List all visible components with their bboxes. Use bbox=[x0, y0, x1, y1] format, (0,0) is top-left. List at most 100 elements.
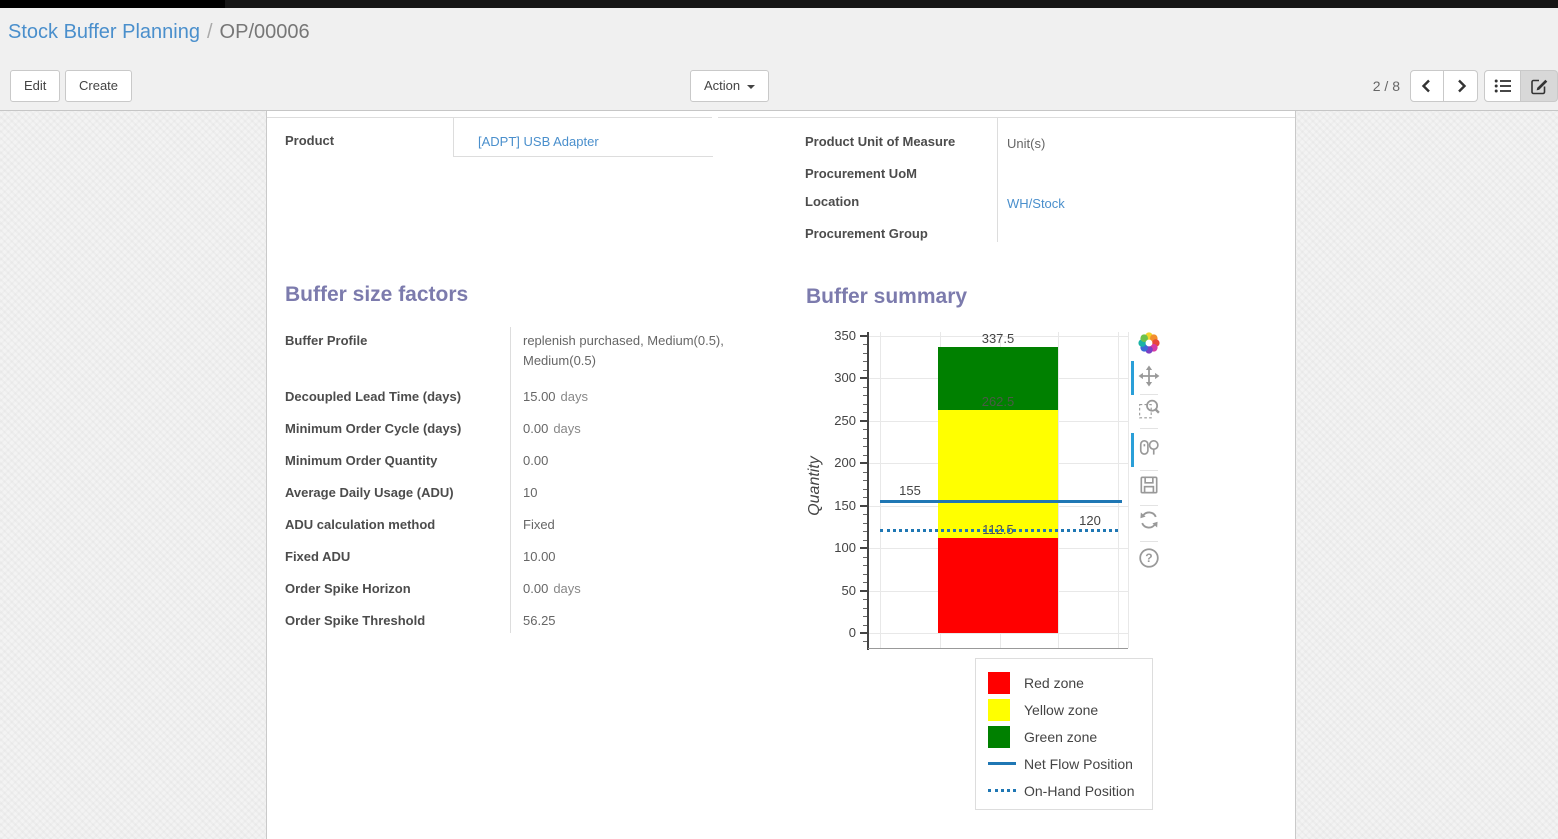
pan-button[interactable] bbox=[1138, 365, 1164, 391]
save-snapshot-icon bbox=[1140, 476, 1158, 494]
y-axis-minor-tick bbox=[863, 369, 868, 371]
legend-swatch-dotted-line bbox=[988, 789, 1016, 792]
on-hand-position-label: 120 bbox=[1079, 513, 1101, 529]
y-axis-minor-tick bbox=[863, 352, 868, 354]
y-axis-minor-tick bbox=[863, 412, 868, 414]
field-label-product: Product bbox=[285, 133, 335, 148]
y-axis-minor-tick bbox=[863, 582, 868, 584]
bar-green-zone bbox=[938, 346, 1058, 411]
gridline-vertical bbox=[1118, 332, 1119, 648]
chart-legend: Red zone Yellow zone Green zone Net Flow Po… bbox=[975, 658, 1153, 810]
top-bar bbox=[0, 0, 1558, 8]
chevron-left-icon bbox=[1421, 79, 1430, 93]
legend-swatch-on-hand-position bbox=[988, 780, 1016, 802]
y-axis-minor-tick bbox=[863, 522, 868, 524]
buffer-summary-heading: Buffer summary bbox=[806, 285, 968, 308]
list-view-button[interactable] bbox=[1484, 70, 1521, 102]
compare-on-hover-icon bbox=[1139, 440, 1159, 455]
help-button[interactable]: ? bbox=[1138, 547, 1164, 573]
field-row-minimum-order-cycle-days: Minimum Order Cycle (days) 0.00 days bbox=[285, 413, 785, 445]
legend-item-yellow-zone[interactable]: Yellow zone bbox=[976, 696, 1152, 723]
buffer-size-factors-heading: Buffer size factors bbox=[285, 283, 469, 306]
legend-swatch-square bbox=[988, 725, 1010, 748]
field-label-order-spike-horizon: Order Spike Horizon bbox=[285, 581, 411, 596]
x-axis-line bbox=[868, 648, 1128, 649]
y-axis-minor-tick bbox=[863, 403, 868, 405]
column-separator bbox=[510, 327, 511, 633]
legend-item-net-flow-position[interactable]: Net Flow Position bbox=[976, 750, 1152, 777]
pager-next-button[interactable] bbox=[1444, 70, 1478, 102]
view-switcher bbox=[1484, 70, 1558, 102]
y-axis-minor-tick bbox=[863, 361, 868, 363]
y-axis-tick-label: 0 bbox=[848, 625, 856, 640]
field-label-location: Location bbox=[805, 194, 860, 209]
pager-buttons bbox=[1410, 70, 1478, 102]
column-separator bbox=[997, 117, 998, 242]
reset-axes-icon bbox=[1140, 511, 1158, 529]
pager-previous-button[interactable] bbox=[1410, 70, 1444, 102]
net-flow-position-label: 155 bbox=[899, 483, 921, 499]
form-view-button[interactable] bbox=[1521, 70, 1558, 102]
y-axis-minor-tick bbox=[863, 514, 868, 516]
form-view-icon bbox=[1531, 79, 1548, 95]
pager-value: 2 / 8 bbox=[1372, 78, 1400, 94]
field-value-product-unit-of-measure: Unit(s) bbox=[1007, 136, 1046, 151]
plotly-logo-icon bbox=[1138, 332, 1160, 354]
field-suffix-minimum-order-cycle-days: days bbox=[553, 421, 581, 436]
column-separator bbox=[453, 117, 454, 157]
field-value-adu-calculation-method[interactable]: Fixed bbox=[523, 517, 555, 532]
field-value-location[interactable]: WH/Stock bbox=[1007, 196, 1065, 211]
legend-item-green-zone[interactable]: Green zone bbox=[976, 723, 1152, 750]
field-value-product-link[interactable]: [ADPT] USB Adapter bbox=[478, 134, 599, 149]
reset-axes-button[interactable] bbox=[1138, 509, 1164, 535]
legend-label: Net Flow Position bbox=[1024, 755, 1133, 772]
box-zoom-button[interactable] bbox=[1138, 398, 1164, 424]
field-label-product-unit-of-measure: Product Unit of Measure bbox=[805, 134, 956, 149]
action-button-label: Action bbox=[704, 78, 741, 93]
field-row-average-daily-usage-adu: Average Daily Usage (ADU) 10 bbox=[285, 477, 785, 509]
action-button[interactable]: Action bbox=[690, 70, 770, 102]
compare-on-hover-button[interactable] bbox=[1138, 437, 1164, 463]
y-axis-line bbox=[867, 332, 869, 650]
zone-boundary-label: 112.5 bbox=[982, 521, 1014, 537]
field-row-decoupled-lead-time-days: Decoupled Lead Time (days) 15.00 days bbox=[285, 381, 785, 413]
breadcrumb-current: OP/00006 bbox=[219, 21, 310, 43]
y-axis-major-tick bbox=[860, 504, 868, 507]
y-axis-tick-label: 50 bbox=[841, 582, 856, 598]
control-panel bbox=[0, 8, 1558, 111]
create-button[interactable]: Create bbox=[65, 70, 133, 102]
save-snapshot-button[interactable] bbox=[1138, 474, 1164, 500]
field-row-fixed-adu: Fixed ADU 10.00 bbox=[285, 541, 785, 573]
buffer-factors-table: Buffer Profile replenish purchased, Mediu… bbox=[285, 325, 785, 637]
field-label-procurement-group: Procurement Group bbox=[805, 226, 928, 241]
legend-item-red-zone[interactable]: Red zone bbox=[976, 669, 1152, 696]
plotly-logo-button[interactable] bbox=[1136, 330, 1162, 356]
field-label-adu-calculation-method: ADU calculation method bbox=[285, 517, 436, 532]
legend-item-on-hand-position[interactable]: On-Hand Position bbox=[976, 777, 1152, 804]
field-label-fixed-adu: Fixed ADU bbox=[285, 549, 351, 564]
box-zoom-icon bbox=[1139, 399, 1160, 419]
field-value-buffer-profile[interactable]: replenish purchased, Medium(0.5), Medium… bbox=[523, 333, 724, 368]
y-axis-minor-tick bbox=[863, 497, 868, 499]
y-axis-minor-tick bbox=[863, 488, 868, 490]
field-label-order-spike-threshold: Order Spike Threshold bbox=[285, 613, 426, 628]
y-axis-tick-label: 250 bbox=[834, 412, 856, 428]
gridline-horizontal bbox=[869, 633, 1128, 634]
y-axis-minor-tick bbox=[863, 344, 868, 346]
field-value-average-daily-usage-adu: 10 bbox=[523, 485, 538, 500]
field-value-order-spike-threshold: 56.25 bbox=[523, 613, 556, 628]
help-icon: ? bbox=[1139, 548, 1159, 568]
y-axis-major-tick bbox=[860, 419, 868, 422]
modebar-divider bbox=[1140, 470, 1158, 471]
y-axis-minor-tick bbox=[863, 624, 868, 626]
y-axis-minor-tick bbox=[863, 471, 868, 473]
y-axis-minor-tick bbox=[863, 429, 868, 431]
field-label-decoupled-lead-time-days: Decoupled Lead Time (days) bbox=[285, 389, 462, 404]
caret-down-icon bbox=[747, 84, 756, 89]
modebar-divider bbox=[1140, 394, 1158, 395]
y-axis-minor-tick bbox=[863, 565, 868, 567]
breadcrumb-parent-link[interactable]: Stock Buffer Planning bbox=[8, 21, 200, 43]
y-axis-minor-tick bbox=[863, 531, 868, 533]
edit-button[interactable]: Edit bbox=[10, 70, 61, 102]
